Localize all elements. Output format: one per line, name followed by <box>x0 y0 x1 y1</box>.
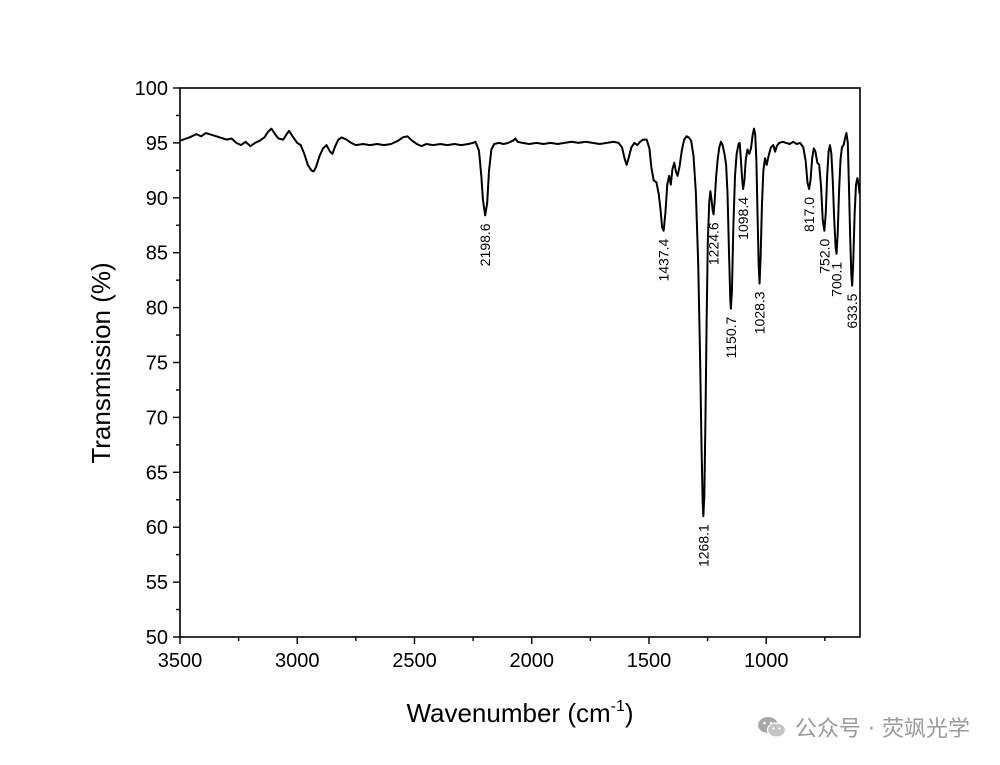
y-tick-label: 55 <box>146 572 168 594</box>
y-tick-label: 60 <box>146 517 168 539</box>
y-tick-label: 50 <box>146 627 168 649</box>
peak-label: 1268.1 <box>695 524 711 567</box>
x-axis-ticks: 3500 3000 2500 2000 1500 1000 <box>158 637 826 672</box>
y-tick-label: 65 <box>146 462 168 484</box>
y-tick-label: 70 <box>146 407 168 429</box>
spectrum-line <box>179 127 861 518</box>
peak-label: 1224.6 <box>706 222 722 265</box>
y-tick-label: 80 <box>146 298 168 320</box>
peak-annotations: 2198.6 1437.4 1268.1 1224.6 1150.7 1098.4 1028… <box>477 197 860 567</box>
peak-label: 752.0 <box>816 238 832 273</box>
x-tick-label: 3500 <box>158 650 203 672</box>
plot-frame <box>179 87 861 638</box>
y-tick-label: 100 <box>135 78 168 100</box>
wechat-icon <box>758 717 787 738</box>
plot-border <box>179 87 861 638</box>
watermark: 公众号 · 荧飒光学 <box>757 711 970 743</box>
x-axis-title-end: ) <box>625 698 634 728</box>
x-tick-label: 1500 <box>627 650 672 672</box>
peak-label: 1437.4 <box>656 238 672 281</box>
series-layer <box>179 127 861 518</box>
x-tick-label: 3000 <box>275 650 320 672</box>
watermark-text: 公众号 · 荧飒光学 <box>795 717 970 742</box>
x-tick-label: 2000 <box>509 650 554 672</box>
y-tick-label: 85 <box>146 243 168 265</box>
x-axis-title: Wavenumber (cm-1) <box>406 698 633 728</box>
peak-label: 1028.3 <box>752 291 768 334</box>
x-axis-title-main: Wavenumber (cm <box>406 698 610 728</box>
y-tick-label: 90 <box>146 188 168 210</box>
y-tick-label: 95 <box>146 133 168 155</box>
x-tick-label: 1000 <box>744 650 789 672</box>
x-axis-title-superscript: -1 <box>611 698 625 715</box>
y-axis-ticks: 50 55 60 65 70 75 80 85 90 95 100 <box>135 78 180 649</box>
x-tick-label: 2500 <box>392 650 437 672</box>
peak-label: 633.5 <box>844 293 860 328</box>
peak-label: 1150.7 <box>723 316 739 358</box>
y-tick-label: 75 <box>146 353 168 375</box>
y-axis-title: Transmission (%) <box>86 262 116 463</box>
peak-label: 700.1 <box>829 262 845 297</box>
peak-label: 817.0 <box>801 197 817 232</box>
peak-label: 2198.6 <box>477 223 493 266</box>
peak-label: 1098.4 <box>735 197 751 240</box>
